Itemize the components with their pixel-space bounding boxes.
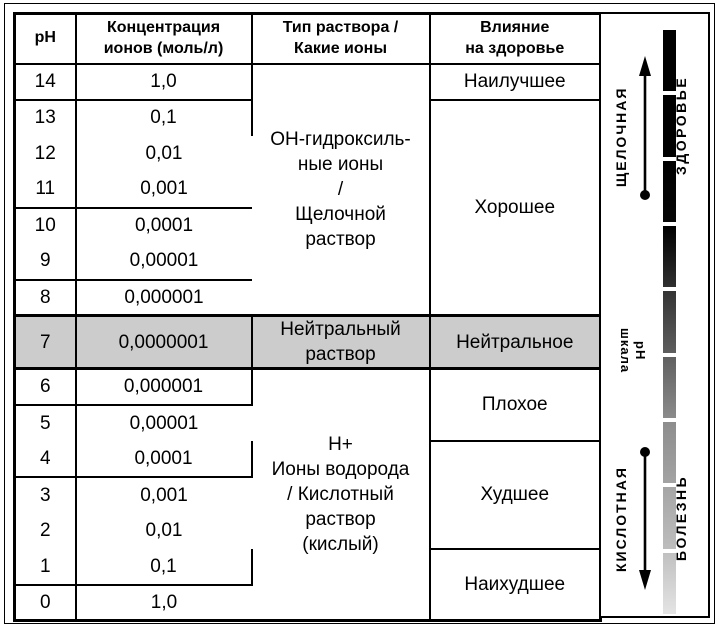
- alkaline-label: ЩЕЛОЧНАЯ: [613, 86, 629, 188]
- ph-cell: 12: [14, 135, 77, 172]
- ph-cell: 1: [14, 548, 77, 586]
- table-row-ph9: 9 0,00001: [14, 243, 601, 281]
- table-row-ph1: 1 0,1 Наихудшее: [14, 548, 601, 595]
- header-solution-type: Тип раствора / Какие ионы: [251, 13, 431, 65]
- table-row-ph8: 8 0,000001: [14, 279, 601, 316]
- health-good-cell: Хорошее: [474, 196, 556, 218]
- ph-cell: 11: [14, 171, 77, 209]
- table-row-ph0: 0 1,0: [14, 584, 601, 621]
- ph-scale-bar-segment: [663, 291, 676, 353]
- ph-scale-bar-segment: [663, 30, 676, 92]
- table-row-ph4: 4 0,0001 Худшее: [14, 440, 601, 550]
- table-row-ph10: 10 0,0001: [14, 207, 601, 244]
- health-worst-cell: Наихудшее: [464, 573, 566, 595]
- concentration-cell: 0,1: [75, 99, 253, 136]
- table-row-ph14: 14 1,0 ОН-гидроксиль- ные ионы / Щелочно…: [14, 63, 601, 316]
- concentration-cell: 0,1: [75, 548, 253, 586]
- concentration-cell: 0,000001: [124, 286, 204, 308]
- health-worse-cell: Худшее: [429, 440, 601, 550]
- ph-scale-bar-segment: [663, 552, 676, 614]
- ph-cell: 7: [14, 313, 77, 371]
- ph-cell: 8: [14, 279, 77, 316]
- ph-cell: 0: [14, 584, 77, 621]
- concentration-cell: 0,01: [145, 142, 183, 164]
- concentration-cell: 0,00001: [129, 412, 199, 434]
- concentration-cell: 0,0001: [75, 440, 253, 478]
- concentration-cell: 1,0: [150, 591, 178, 613]
- health-neutral-cell: Нейтральное: [429, 313, 601, 371]
- table-row-ph6: 6 0,000001 Н+ Ионы водорода / Кислотный …: [14, 368, 601, 621]
- header-health: Влияние на здоровье: [429, 13, 601, 65]
- header-row: рН Концентрация ионов (моль/л) Тип раств…: [14, 13, 601, 65]
- ph-cell: 6: [14, 368, 77, 406]
- concentration-cell: 0,0000001: [75, 313, 253, 371]
- ph-scale-bar-segment: [663, 225, 676, 288]
- table-row-ph12: 12 0,01: [14, 135, 601, 172]
- concentration-cell: 0,0001: [134, 215, 194, 237]
- arrow-down-icon: [639, 447, 651, 590]
- concentration-cell: 1,0: [75, 63, 253, 101]
- table-row-ph2: 2 0,01: [14, 512, 601, 549]
- ph-cell: 2: [14, 512, 77, 549]
- ph-cell: 13: [14, 99, 77, 136]
- concentration-cell: 0,01: [145, 520, 183, 542]
- ph-cell: 4: [14, 440, 77, 478]
- ph-scale-bar-segment: [663, 160, 676, 222]
- solution-alkaline-cell: ОН-гидроксиль- ные ионы / Щелочной раств…: [251, 63, 431, 316]
- arrow-up-icon: [639, 56, 651, 200]
- ph-cell: 14: [14, 63, 77, 101]
- health-best-cell: Наилучшее: [429, 63, 601, 101]
- table-row-ph13: 13 0,1 Хорошее: [14, 99, 601, 218]
- ph-scale-panel: ЩЕЛОЧНАЯ ЗДОРОВЬЕ шкала рН КИСЛОТНАЯ БОЛ…: [599, 12, 710, 618]
- table-row-ph5: 5 0,00001: [14, 404, 601, 441]
- header-ph: рН: [14, 13, 77, 65]
- ph-cell: 5: [14, 404, 77, 441]
- table-row-ph3: 3 0,001: [14, 476, 601, 513]
- ph-scale-label: шкала рН: [618, 328, 648, 374]
- concentration-cell: 0,001: [75, 171, 252, 209]
- header-concentration: Концентрация ионов (моль/л): [75, 13, 253, 65]
- ph-scale-bar: [663, 30, 676, 614]
- solution-acidic-cell: Н+ Ионы водорода / Кислотный раствор (ки…: [251, 368, 431, 621]
- concentration-cell: 0,00001: [75, 243, 252, 281]
- ph-scale-bar-segment: [663, 95, 676, 157]
- concentration-cell: 0,000001: [75, 368, 253, 406]
- table-row-ph11: 11 0,001: [14, 171, 601, 209]
- ph-cell: 3: [14, 476, 77, 513]
- health-bad-cell: Плохое: [429, 368, 601, 442]
- ph-table: рН Концентрация ионов (моль/л) Тип раств…: [13, 12, 602, 623]
- ph-cell: 10: [14, 207, 77, 244]
- ph-scale-bar-segment: [663, 487, 676, 549]
- ph-scale-bar-segment: [663, 356, 676, 418]
- table-row-ph7-neutral: 7 0,0000001 Нейтральный раствор Нейтраль…: [14, 313, 601, 371]
- ph-cell: 9: [14, 243, 77, 281]
- acidic-label: КИСЛОТНАЯ: [613, 466, 629, 572]
- ph-scale-bar-segment: [663, 421, 676, 484]
- solution-neutral-cell: Нейтральный раствор: [251, 313, 431, 371]
- concentration-cell: 0,001: [140, 484, 188, 506]
